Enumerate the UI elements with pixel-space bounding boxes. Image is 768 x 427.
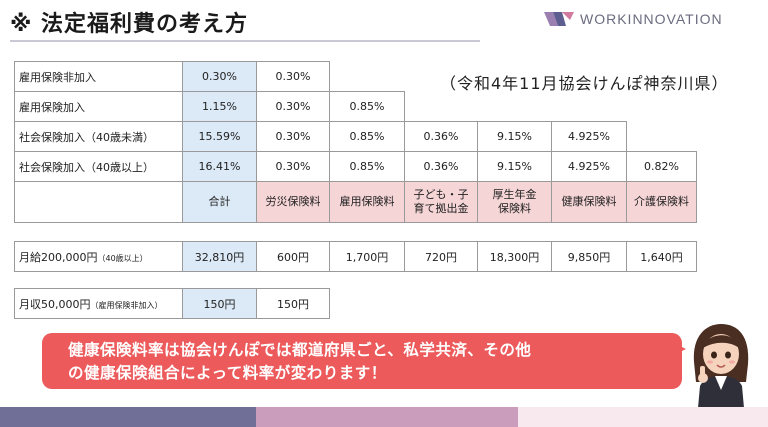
callout-line: 健康保険料率は協会けんぽでは都道府県ごと、私学共済、その他 [68, 341, 532, 359]
amount-cell: 720円 [404, 241, 478, 272]
footer-bar-2 [256, 407, 518, 427]
amount-cell: 1,700円 [329, 241, 405, 272]
table-row: 雇用保険非加入 0.30% 0.30% [14, 61, 697, 92]
table-row: 社会保険加入（40歳未満） 15.59% 0.30% 0.85% 0.36% 9… [14, 121, 697, 152]
rate-cell: 0.30% [256, 151, 330, 182]
callout-line: の健康保険組合によって料率が変わります！ [68, 364, 387, 382]
table-row: 月給200,000円（40歳以上） 32,810円 600円 1,700円 72… [14, 241, 697, 272]
amount-cell: 150円 [256, 288, 330, 319]
column-header: 子ども・子 育て拠出金 [404, 181, 478, 223]
column-header: 健康保険料 [551, 181, 627, 223]
rate-cell: 0.85% [329, 121, 405, 152]
brand-logo: WORKINNOVATION [544, 6, 723, 32]
rate-cell: 0.36% [404, 121, 478, 152]
rate-cell: 4.925% [551, 121, 627, 152]
column-header: 介護保険料 [626, 181, 697, 223]
row-label: 月収50,000円（雇用保険非加入） [14, 288, 183, 319]
rate-cell: 0.30% [256, 61, 330, 92]
income-table: 月収50,000円（雇用保険非加入） 150円 150円 [14, 288, 330, 319]
row-label: 月給200,000円（40歳以上） [14, 241, 183, 272]
amount-cell: 9,850円 [551, 241, 627, 272]
amount-cell: 18,300円 [477, 241, 552, 272]
total-cell: 32,810円 [182, 241, 257, 272]
rates-table: 雇用保険非加入 0.30% 0.30% 雇用保険加入 1.15% 0.30% 0… [14, 61, 697, 223]
footer-bar-3 [518, 407, 768, 427]
rate-cell: 9.15% [477, 121, 552, 152]
footer-bar-1 [0, 407, 256, 427]
rate-cell: 0.30% [256, 121, 330, 152]
column-header: 労災保険料 [256, 181, 330, 223]
amount-cell: 1,640円 [626, 241, 697, 272]
column-header-total: 合計 [182, 181, 257, 223]
row-label: 社会保険加入（40歳以上） [14, 151, 183, 182]
total-cell: 0.30% [182, 61, 257, 92]
column-header: 厚生年金 保険料 [477, 181, 552, 223]
total-cell: 1.15% [182, 91, 257, 122]
callout-tail [668, 340, 686, 358]
column-header: 雇用保険料 [329, 181, 405, 223]
row-label: 雇用保険非加入 [14, 61, 183, 92]
table-row: 社会保険加入（40歳以上） 16.41% 0.30% 0.85% 0.36% 9… [14, 151, 697, 182]
presenter-avatar [693, 324, 749, 408]
row-label: 雇用保険加入 [14, 91, 183, 122]
rate-cell: 0.85% [329, 91, 405, 122]
table-row: 月収50,000円（雇用保険非加入） 150円 150円 [14, 288, 330, 319]
total-cell: 150円 [182, 288, 257, 319]
rate-cell: 0.82% [626, 151, 697, 182]
total-cell: 16.41% [182, 151, 257, 182]
total-cell: 15.59% [182, 121, 257, 152]
logo-text: WORKINNOVATION [580, 11, 723, 27]
rate-cell: 9.15% [477, 151, 552, 182]
info-callout: 健康保険料率は協会けんぽでは都道府県ごと、私学共済、その他 の健康保険組合によっ… [42, 333, 682, 389]
salary-table: 月給200,000円（40歳以上） 32,810円 600円 1,700円 72… [14, 241, 697, 272]
row-label: 社会保険加入（40歳未満） [14, 121, 183, 152]
page-title: ※ 法定福利費の考え方 [10, 12, 249, 37]
rate-cell: 0.36% [404, 151, 478, 182]
region-note: （令和4年11月協会けんぽ神奈川県） [440, 74, 729, 93]
title-underline [10, 40, 480, 42]
header-row: 合計 労災保険料 雇用保険料 子ども・子 育て拠出金 厚生年金 保険料 健康保険料 … [14, 181, 697, 223]
amount-cell: 600円 [256, 241, 330, 272]
table-row: 雇用保険加入 1.15% 0.30% 0.85% [14, 91, 697, 122]
rate-cell: 0.85% [329, 151, 405, 182]
rate-cell: 4.925% [551, 151, 627, 182]
rate-cell: 0.30% [256, 91, 330, 122]
logo-mark-icon [544, 12, 574, 26]
